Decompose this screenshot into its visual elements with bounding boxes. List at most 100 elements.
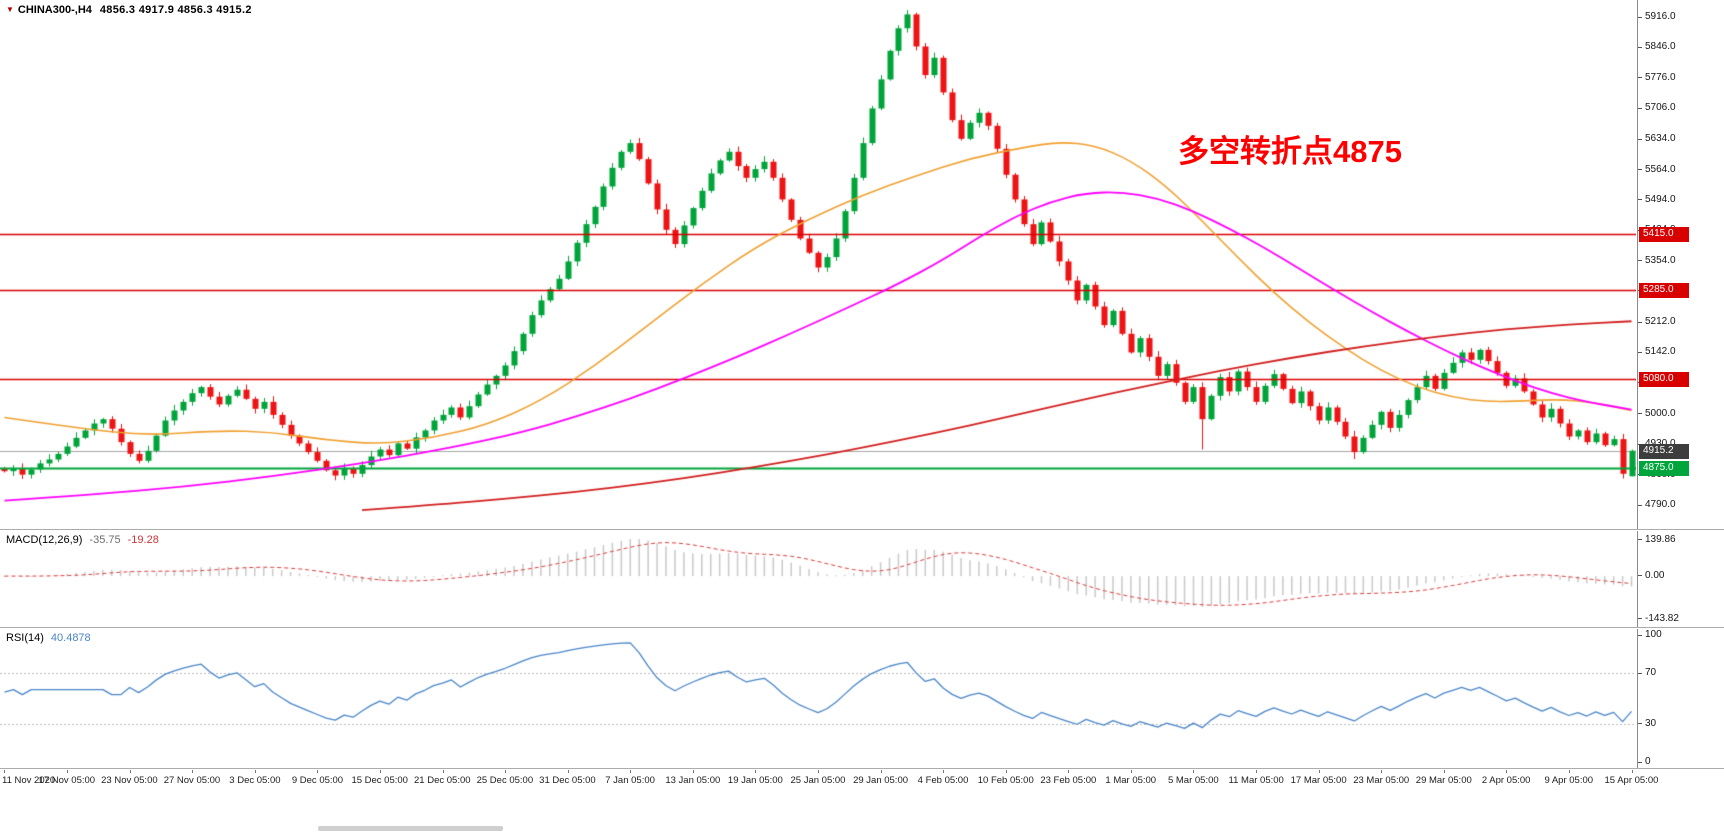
time-axis-tick (818, 770, 819, 773)
time-axis-tick (880, 770, 882, 773)
time-axis-tick (1318, 770, 1320, 773)
date-label: 7 Jan 05:00 (605, 775, 655, 786)
date-label: 25 Jan 05:00 (790, 775, 846, 786)
rsi-axis: 100 70 30 0 (1637, 629, 1724, 768)
time-axis-tick (1568, 770, 1570, 773)
date-label: 25 Dec 05:00 (476, 775, 534, 786)
price-axis-label: 5776.0 (1645, 71, 1676, 83)
symbol-period: CHINA300-,H4 (17, 4, 92, 16)
price-axis-label: 5846.0 (1645, 41, 1676, 53)
date-label: 9 Dec 05:00 (291, 775, 344, 786)
time-axis: 11 Nov 2020 17 Nov 05:00 23 Nov 05:00 27 No… (0, 770, 1724, 790)
price-axis-label: 5354.0 (1645, 254, 1676, 266)
candlestick-chart[interactable] (0, 0, 1636, 529)
price-axis-tick (1638, 107, 1642, 109)
macd-axis-tick (1638, 575, 1642, 577)
price-axis-label: 5564.0 (1645, 163, 1676, 175)
date-label: 10 Feb 05:00 (977, 775, 1034, 786)
date-label: 23 Mar 05:00 (1353, 775, 1410, 786)
time-axis-tick (567, 770, 569, 773)
time-axis-tick (1193, 770, 1195, 773)
macd-axis-tick (1638, 618, 1642, 619)
time-axis-tick (1443, 770, 1445, 773)
time-axis-tick (505, 770, 507, 773)
time-axis-tick (755, 770, 757, 773)
time-axis-tick (1256, 770, 1258, 773)
symbol-icon: ▼ (6, 5, 14, 14)
macd-axis-tick (1638, 539, 1642, 540)
macd-chart[interactable] (0, 531, 1636, 627)
rsi-axis-tick (1638, 634, 1642, 636)
date-label: 17 Nov 05:00 (38, 775, 96, 786)
date-label: 11 Nov 2020 (2, 775, 56, 786)
date-label: 29 Jan 05:00 (853, 775, 909, 786)
price-axis-label: 5000.0 (1645, 407, 1676, 419)
date-label: 13 Jan 05:00 (665, 775, 721, 786)
horizontal-scrollbar-thumb[interactable] (318, 826, 503, 831)
price-axis-label: 4790.0 (1645, 499, 1676, 510)
rsi-chart[interactable] (0, 629, 1636, 768)
main-chart-panel: ▼ CHINA300-,H4 4856.3 4917.9 4856.3 4915.2… (0, 0, 1724, 530)
date-label: 15 Apr 05:00 (1604, 775, 1659, 786)
date-label: 23 Feb 05:00 (1040, 775, 1097, 786)
time-axis-tick (1631, 770, 1633, 773)
time-axis-tick (630, 770, 632, 773)
price-axis-tick (1638, 199, 1642, 201)
price-level-badge[interactable]: 4875.0 (1639, 461, 1689, 477)
time-axis-tick (379, 770, 381, 773)
price-axis-tick (1638, 169, 1642, 171)
date-label: 31 Dec 05:00 (539, 775, 596, 786)
time-axis-tick (192, 770, 194, 773)
current-price-badge: 4915.2 (1639, 443, 1689, 459)
annotation-text: 多空转折点4875 (1178, 134, 1402, 169)
date-label: 19 Jan 05:00 (727, 775, 783, 786)
time-axis-tick (317, 770, 319, 773)
price-axis-tick (1638, 46, 1642, 48)
rsi-name: RSI(14) (6, 632, 44, 644)
time-axis-tick (1130, 770, 1132, 773)
rsi-axis-label: 70 (1645, 667, 1657, 679)
price-axis-tick (1638, 16, 1642, 18)
time-axis-tick (1005, 770, 1007, 773)
date-label: 23 Nov 05:00 (101, 775, 158, 786)
time-axis-tick (692, 770, 694, 773)
date-label: 4 Feb 05:00 (917, 775, 969, 786)
macd-axis-label: -143.82 (1645, 613, 1679, 624)
rsi-axis-label: 30 (1645, 717, 1657, 729)
rsi-axis-tick (1638, 723, 1642, 725)
date-label: 9 Apr 05:00 (1544, 775, 1594, 786)
price-axis-label: 5706.0 (1645, 102, 1676, 113)
price-level-badge[interactable]: 5415.0 (1639, 227, 1689, 243)
bottom-strip (0, 790, 1724, 832)
rsi-axis-tick (1638, 672, 1642, 674)
macd-name: MACD(12,26,9) (6, 534, 83, 546)
time-axis-tick (943, 770, 945, 773)
date-label: 3 Dec 05:00 (229, 775, 281, 786)
date-label: 11 Mar 05:00 (1228, 775, 1284, 786)
rsi-panel: RSI(14) 40.4878 100 70 30 0 (0, 629, 1724, 769)
price-axis-label: 5212.0 (1645, 316, 1676, 328)
date-label: 2 Apr 05:00 (1481, 775, 1531, 786)
price-level-badge[interactable]: 5285.0 (1639, 283, 1689, 299)
price-axis-tick (1638, 321, 1642, 323)
macd-axis: 139.86 0.00 -143.82 (1637, 531, 1724, 627)
price-axis-tick (1638, 138, 1642, 140)
price-axis-tick (1638, 504, 1642, 506)
date-label: 1 Mar 05:00 (1105, 775, 1157, 786)
macd-main-value: -35.75 (89, 534, 121, 546)
date-label: 29 Mar 05:00 (1415, 775, 1472, 786)
price-axis-tick (1638, 351, 1642, 353)
price-axis: 5916.0 5846.0 5776.0 5706.0 5634.0 5564.0 5494… (1637, 0, 1724, 529)
time-axis-tick (1068, 770, 1070, 773)
date-label: 5 Mar 05:00 (1167, 775, 1219, 786)
rsi-axis-label: 100 (1645, 629, 1662, 640)
rsi-label: RSI(14) 40.4878 (6, 632, 91, 644)
price-level-badge[interactable]: 5080.0 (1639, 372, 1689, 388)
date-label: 27 Nov 05:00 (163, 775, 221, 786)
price-axis-tick (1638, 77, 1642, 79)
macd-label: MACD(12,26,9) -35.75 -19.28 (6, 534, 159, 546)
rsi-axis-tick (1638, 761, 1642, 763)
price-axis-tick (1638, 260, 1642, 262)
rsi-value: 40.4878 (50, 632, 91, 644)
